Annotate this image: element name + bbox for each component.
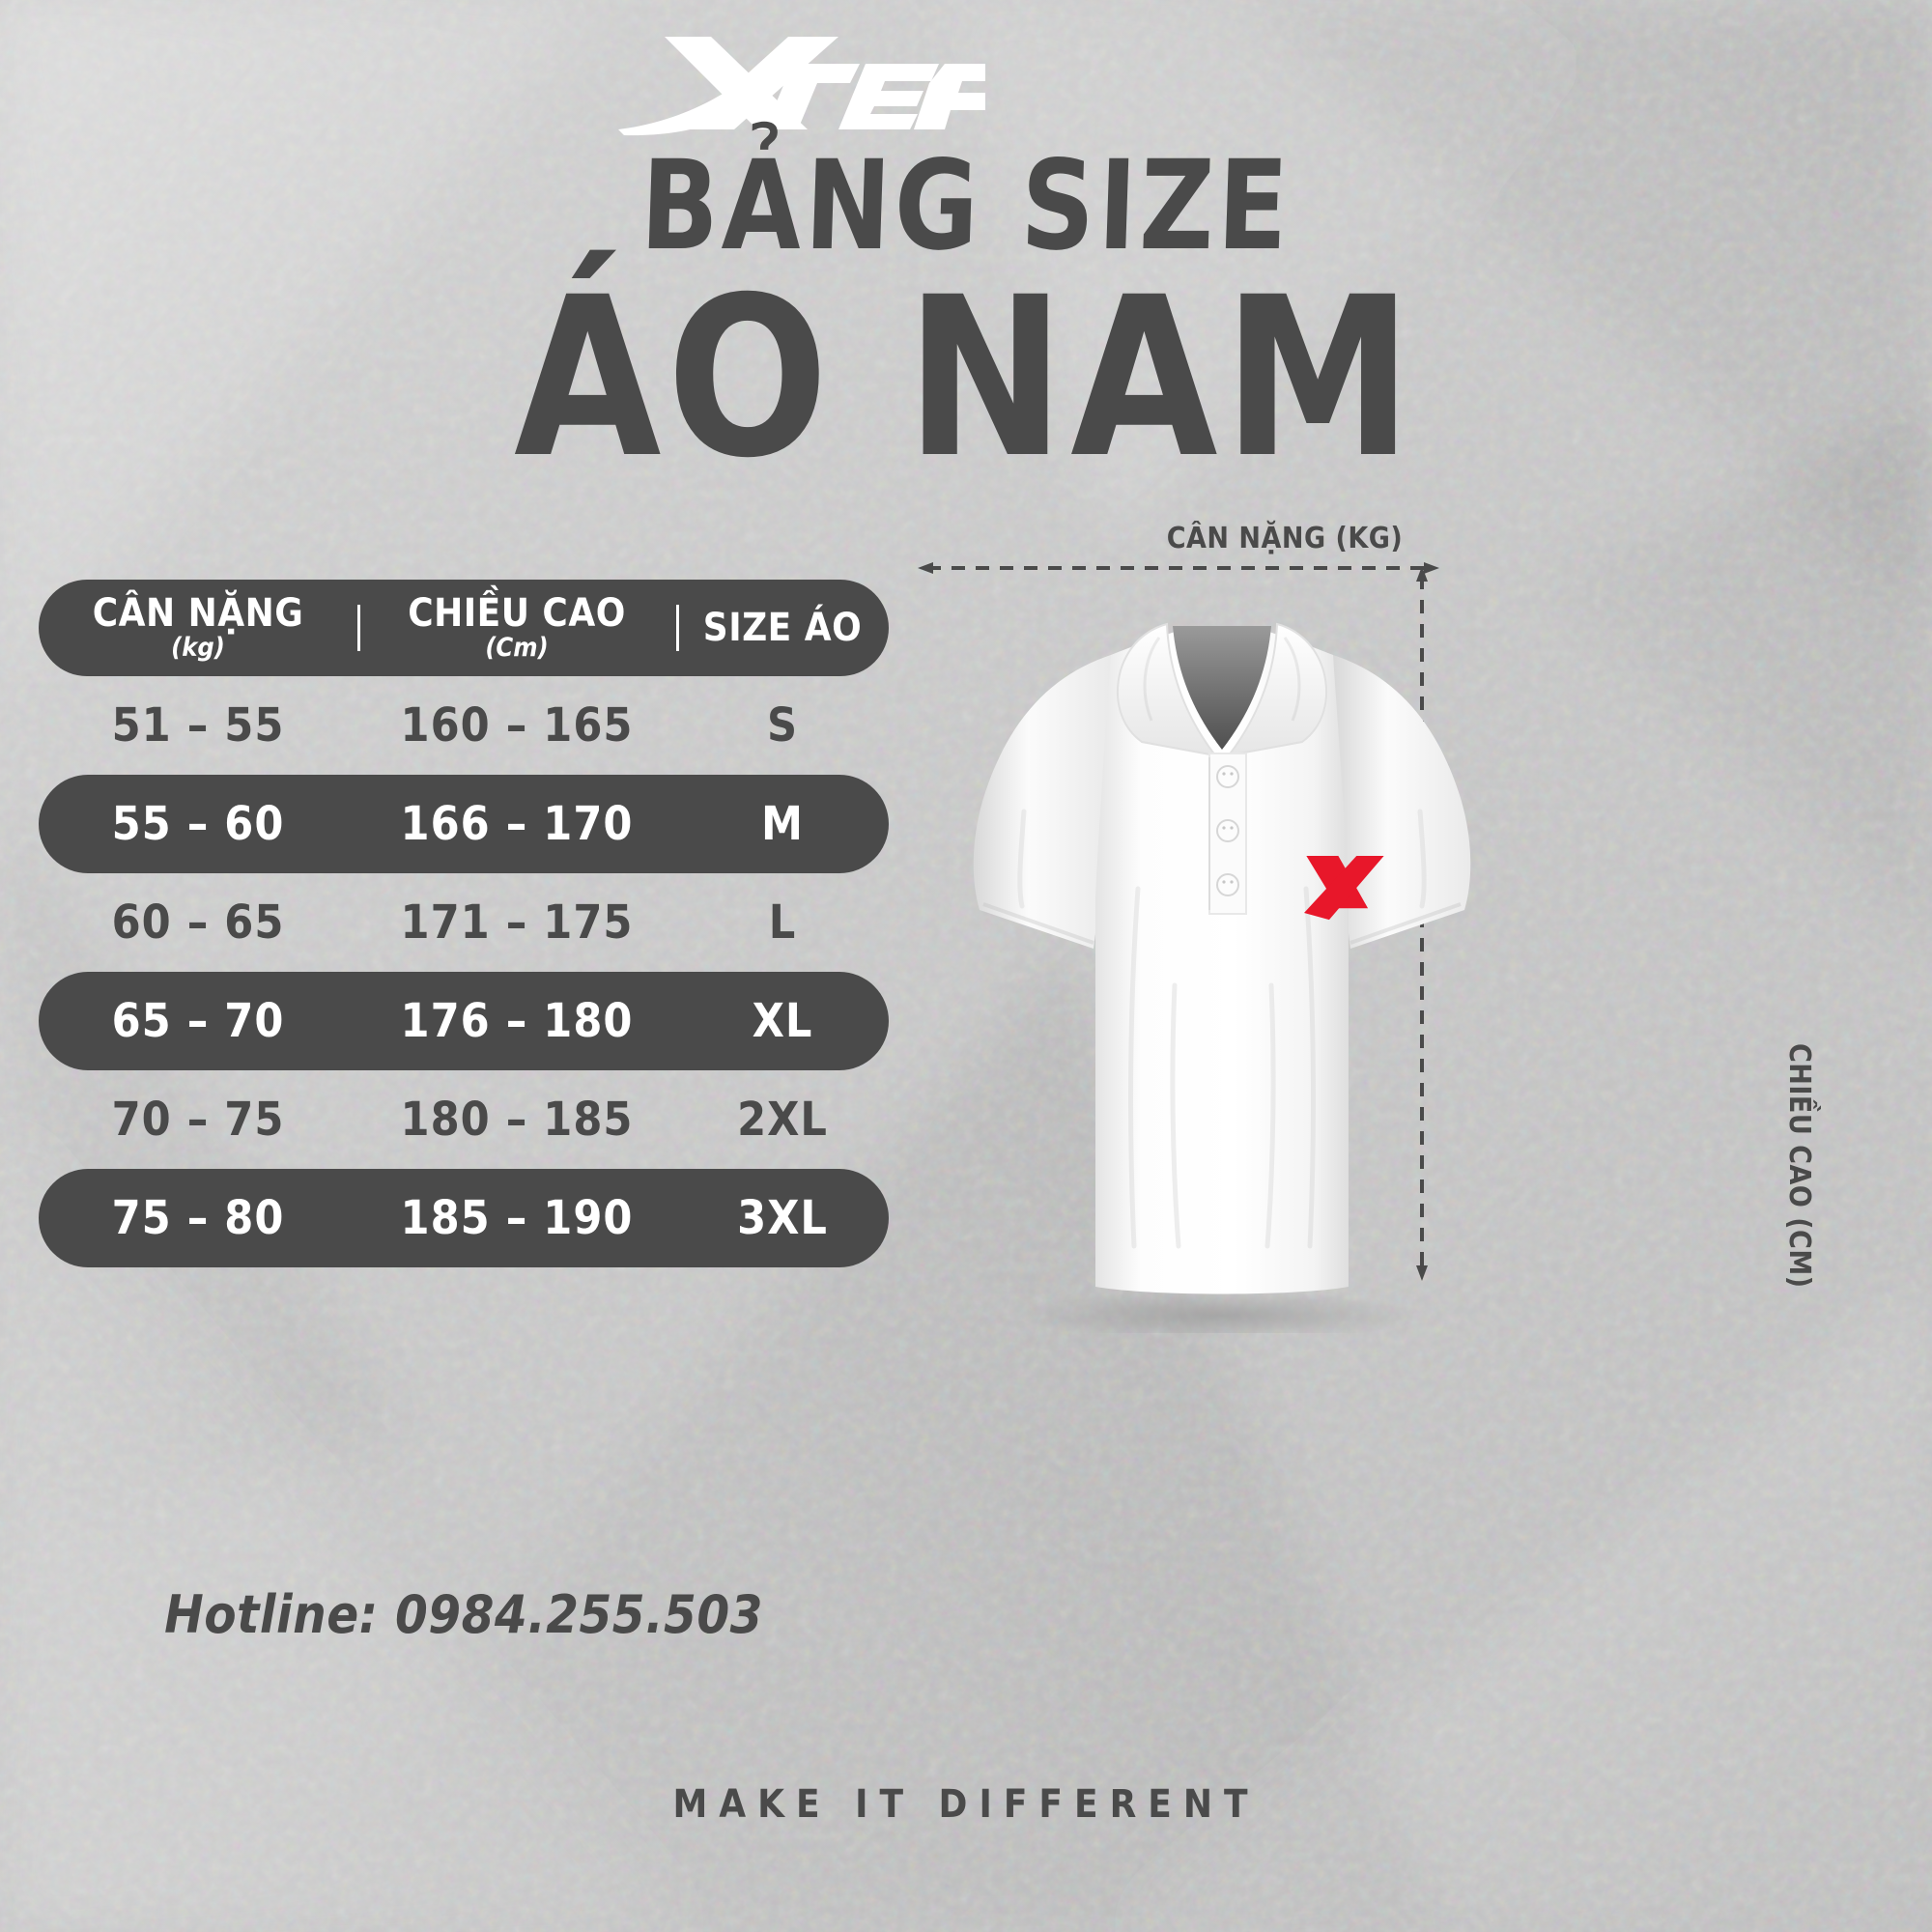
table-row: 70 – 75 180 – 185 2XL [39, 1070, 889, 1169]
column-header-height-label: CHIỀU CAO [408, 591, 626, 637]
table-row: 65 – 70 176 – 180 XL [39, 972, 889, 1070]
table-row: 60 – 65 171 – 175 L [39, 873, 889, 972]
header-divider-2 [676, 605, 679, 651]
cell-size: M [761, 797, 804, 851]
cell-size: XL [752, 994, 813, 1048]
cell-weight: 60 – 65 [111, 895, 285, 950]
page-title: BẢNG SIZE ÁO NAM [0, 134, 1932, 506]
column-header-weight: CÂN NẶNG (kg) [39, 594, 357, 661]
weight-dimension-label: CÂN NẶNG (KG) [1166, 522, 1404, 555]
cell-weight: 65 – 70 [111, 994, 285, 1048]
column-header-weight-label: CÂN NẶNG [92, 591, 304, 637]
cell-height: 185 – 190 [400, 1191, 634, 1245]
cell-weight: 51 – 55 [111, 698, 285, 753]
table-row: 55 – 60 166 – 170 M [39, 775, 889, 873]
cell-size: 2XL [737, 1093, 828, 1147]
cell-height: 176 – 180 [400, 994, 634, 1048]
xtep-wordmark-icon [618, 37, 985, 136]
xtep-x-icon [1304, 856, 1384, 921]
column-header-size-label: SIZE ÁO [702, 605, 863, 650]
column-header-size: SIZE ÁO [676, 605, 889, 650]
table-row: 51 – 55 160 – 165 S [39, 676, 889, 775]
column-header-weight-unit: (kg) [171, 633, 225, 664]
cell-height: 166 – 170 [400, 797, 634, 851]
cell-height: 160 – 165 [400, 698, 634, 753]
cell-weight: 75 – 80 [111, 1191, 285, 1245]
table-header-row: CÂN NẶNG (kg) CHIỀU CAO (Cm) SIZE ÁO [39, 580, 889, 676]
column-header-height: CHIỀU CAO (Cm) [357, 594, 676, 661]
size-table: CÂN NẶNG (kg) CHIỀU CAO (Cm) SIZE ÁO 51 … [39, 580, 889, 1267]
polo-shirt-image [973, 622, 1471, 1333]
title-line-2: ÁO NAM [513, 249, 1419, 506]
cell-size: 3XL [737, 1191, 828, 1245]
table-row: 75 – 80 185 – 190 3XL [39, 1169, 889, 1267]
cell-size: L [768, 895, 797, 950]
hotline-text: Hotline: 0984.255.503 [164, 1584, 763, 1645]
cell-height: 180 – 185 [400, 1093, 634, 1147]
cell-weight: 70 – 75 [111, 1093, 285, 1147]
column-header-height-unit: (Cm) [485, 633, 549, 664]
brand-tagline: MAKE IT DIFFERENT [672, 1782, 1260, 1827]
cell-weight: 55 – 60 [111, 797, 285, 851]
shirt-buttons [1216, 765, 1239, 896]
xtep-logo [618, 21, 985, 137]
cell-size: S [766, 698, 799, 753]
header-divider-1 [357, 605, 360, 651]
cell-height: 171 – 175 [400, 895, 634, 950]
product-preview [908, 502, 1932, 1352]
weight-dimension-arrow [918, 562, 1439, 574]
